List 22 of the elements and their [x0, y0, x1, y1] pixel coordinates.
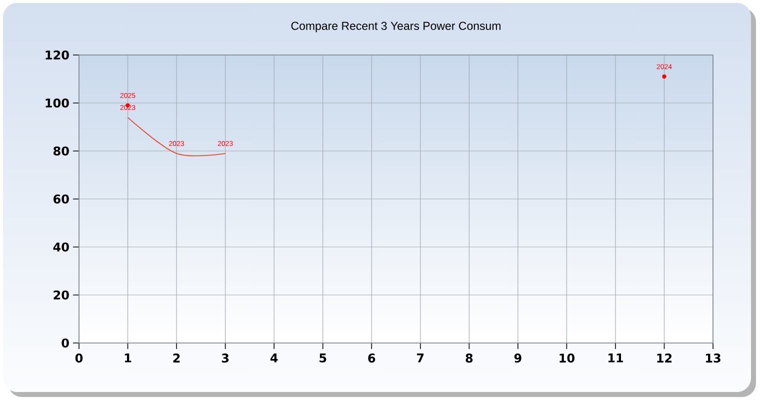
x-tick-label: 13 [706, 354, 720, 363]
x-tick-label: 11 [608, 354, 623, 362]
y-tick-label: 40 [53, 242, 69, 252]
x-tick-label: 7 [417, 354, 424, 362]
y-tick-label: 20 [54, 290, 69, 300]
x-tick-label: 1 [124, 354, 132, 362]
y-tick-label: 100 [46, 98, 69, 108]
y-tick-label: 80 [54, 146, 69, 156]
y-tick-label: 120 [46, 50, 69, 60]
x-tick-label: 4 [270, 354, 278, 362]
x-tick-label: 3 [222, 354, 229, 363]
y-tick-label: 0 [62, 338, 69, 348]
x-tick-label: 5 [320, 354, 326, 362]
x-tick-label: 12 [657, 354, 672, 362]
y-tick-label: 60 [54, 194, 69, 204]
x-tick-label: 6 [368, 354, 376, 363]
x-tick-label: 10 [560, 354, 574, 363]
x-tick-label: 8 [466, 354, 473, 363]
x-tick-label: 0 [75, 354, 83, 363]
x-tick-label: 9 [514, 354, 522, 363]
chart-title: Compare Recent 3 Years Power Consum [291, 22, 500, 32]
x-tick-label: 2 [173, 354, 180, 362]
